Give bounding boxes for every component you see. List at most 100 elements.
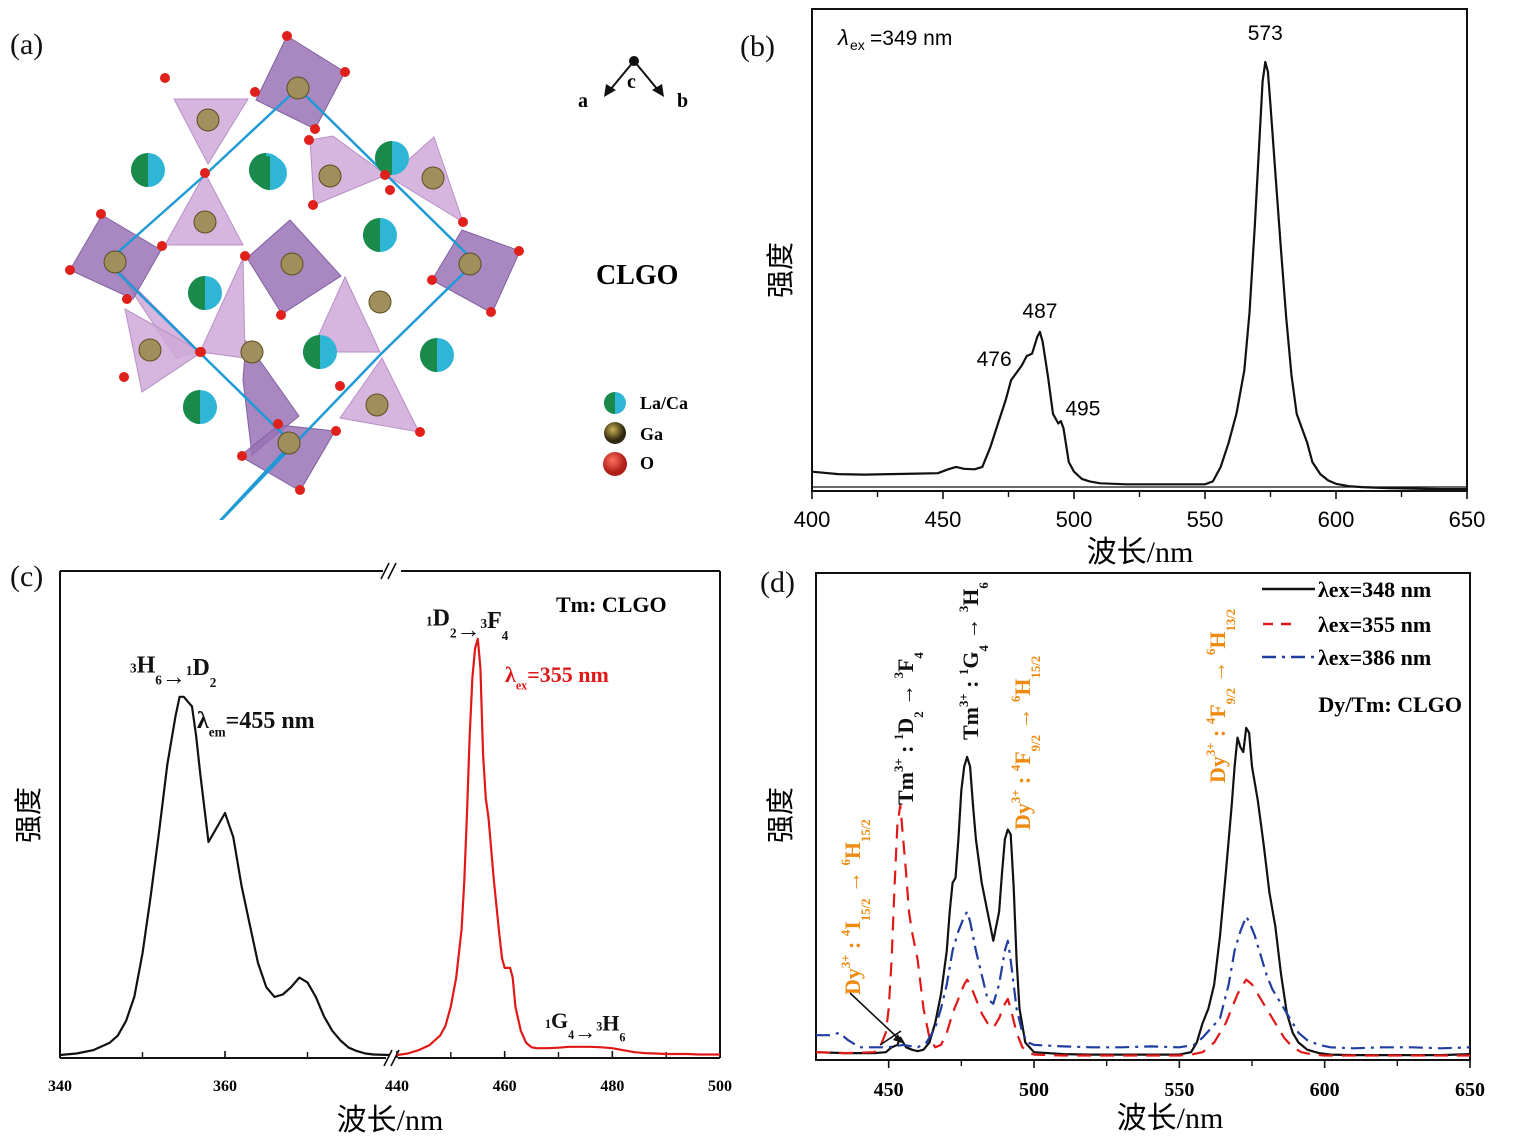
chart-c-xlabel: 波长/nm — [337, 1104, 444, 1137]
axis-label-c: c — [627, 71, 636, 93]
chart-c-tick-label: 460 — [493, 1078, 517, 1095]
oxygen-atom — [335, 381, 345, 391]
chart-d-annotations: Dy3+ : 4I15/2 → 6H15/2 Tm3+ : 1D2 → 3F4 Tm… — [839, 582, 1238, 995]
oxygen-atom — [122, 294, 132, 304]
chart-d-tick-label: 500 — [1019, 1079, 1049, 1101]
chart-b-lambda-symbol: λ — [837, 25, 849, 50]
chart-b-lambda-sub: ex — [850, 37, 865, 53]
la-ca-atom — [375, 141, 409, 175]
chart-b-tick-label: 650 — [1449, 507, 1486, 532]
chart-d-ylabel: 强度 — [765, 787, 797, 843]
chart-b-emission-spectrum: 400 450 500 550 600 650 476 487 495 573 λ ex =34… — [765, 8, 1486, 569]
chart-c-series — [59, 637, 720, 1057]
oxygen-atom — [415, 427, 425, 437]
legend-label-ga: Ga — [640, 424, 663, 444]
legend-label-la-ca: La/Ca — [640, 393, 688, 413]
oxygen-atom — [237, 451, 247, 461]
oxygen-atom — [304, 135, 314, 145]
chart-d-series-line — [815, 804, 1470, 1057]
oxygen-atom — [240, 251, 250, 261]
oxygen-atom — [380, 170, 390, 180]
la-ca-atom — [420, 338, 454, 372]
legend-la-ca: La/Ca — [604, 392, 688, 414]
ga-atom — [280, 252, 304, 276]
la-ca-atom — [188, 276, 222, 310]
oxygen-atom — [331, 426, 341, 436]
oxygen-atom — [157, 241, 167, 251]
oxygen-atom — [514, 246, 524, 256]
chart-b-series — [811, 60, 1467, 491]
panel-label-c: (c) — [10, 560, 44, 593]
axis-break-mark — [387, 562, 397, 580]
la-ca-atom — [303, 335, 337, 369]
oxygen-atom — [196, 347, 206, 357]
chart-b-tick-label: 550 — [1187, 507, 1224, 532]
la-ca-half — [131, 153, 148, 187]
chart-c-annotation-excitation-transition: 3H6→1D2 — [130, 652, 217, 690]
chart-c-excitation-emission: 340 360 440 460 480 500 Tm: CLGO 3H6→1D2 λem=4… — [13, 562, 732, 1137]
chart-d-annotation-dy-f9-h13: Dy3+ : 4F9/2 → 6H13/2 — [1204, 609, 1238, 783]
legend-label-o: O — [640, 453, 654, 473]
panel-label-d: (d) — [760, 566, 795, 599]
chart-c-emission-line — [396, 637, 720, 1057]
b-axis-arrow — [633, 60, 659, 91]
chart-c-tick-label: 500 — [708, 1078, 732, 1095]
oxygen-atom — [458, 217, 468, 227]
unit-cell-edge — [105, 86, 477, 520]
ga-atom — [368, 290, 392, 314]
axis-break-mark — [383, 1049, 393, 1067]
oxygen-atom — [282, 31, 292, 41]
oxygen-atom — [65, 265, 75, 275]
chart-d-tick-label: 600 — [1310, 1079, 1340, 1101]
chart-b-peak-label: 573 — [1248, 22, 1283, 45]
chart-d-annotation-tm-g4-h6: Tm3+ : 1G4 → 3H6 — [957, 582, 991, 740]
oxygen-atom — [308, 200, 318, 210]
ga-atom — [240, 340, 264, 364]
oxygen-atom — [340, 67, 350, 77]
chart-c-sample-label: Tm: CLGO — [556, 592, 667, 617]
axis-break-mark — [380, 562, 390, 580]
ga-atom — [365, 393, 389, 417]
oxygen-atom — [385, 185, 395, 195]
chart-b-ylabel: 强度 — [765, 242, 797, 298]
chart-d-tick-label: 450 — [874, 1079, 904, 1101]
crystal-axes-indicator: a c b — [578, 56, 688, 112]
chart-c-tick-label: 480 — [600, 1078, 624, 1095]
chart-b-tick-label: 600 — [1318, 507, 1355, 532]
la-ca-atom — [183, 390, 217, 424]
ga-atom — [138, 338, 162, 362]
chart-b-series-line — [811, 60, 1467, 491]
chart-d-legend: λex=348 nm λex=355 nm λex=386 nm Dy/Tm: CLG… — [1262, 577, 1462, 717]
oxygen-atom — [119, 372, 129, 382]
oxygen-atom — [96, 209, 106, 219]
chart-b-xlabel: 波长/nm — [1087, 536, 1194, 569]
chart-c-tick-label: 360 — [213, 1078, 237, 1095]
chart-d-frame — [815, 572, 1471, 1061]
ga-atom — [277, 431, 301, 455]
chart-b-peak-label: 487 — [1022, 300, 1057, 323]
chart-d-x-ticks: 450 500 550 600 650 — [874, 1060, 1485, 1101]
panel-label-a: (a) — [10, 28, 44, 61]
chart-c-x-ticks: 340 360 440 460 480 500 — [48, 1051, 732, 1095]
oxygen-atom — [250, 87, 260, 97]
chart-d-series-line — [816, 910, 1471, 1050]
chart-c-tick-label: 440 — [385, 1078, 409, 1095]
chart-c-tick-label: 340 — [48, 1078, 72, 1095]
oxygen-atom — [295, 485, 305, 495]
chart-d-tick-label: 550 — [1164, 1079, 1194, 1101]
tetrahedron — [164, 171, 244, 246]
tetrahedron — [310, 275, 381, 353]
chart-b-peak-label: 495 — [1065, 398, 1100, 421]
chart-b-peak-labels: 476 487 495 573 — [977, 22, 1283, 421]
chart-b-tick-label: 450 — [925, 507, 962, 532]
chart-d-legend-label: λex=348 nm — [1318, 577, 1431, 602]
panel-label-b: (b) — [740, 30, 775, 63]
la-ca-half — [188, 276, 205, 310]
tetrahedron — [309, 135, 388, 206]
b-axis-arrowhead — [652, 84, 664, 97]
chart-d-pointer-line — [849, 992, 901, 1041]
la-ca-half — [183, 390, 200, 424]
ga-atom — [318, 164, 342, 188]
atoms-group — [65, 31, 524, 495]
